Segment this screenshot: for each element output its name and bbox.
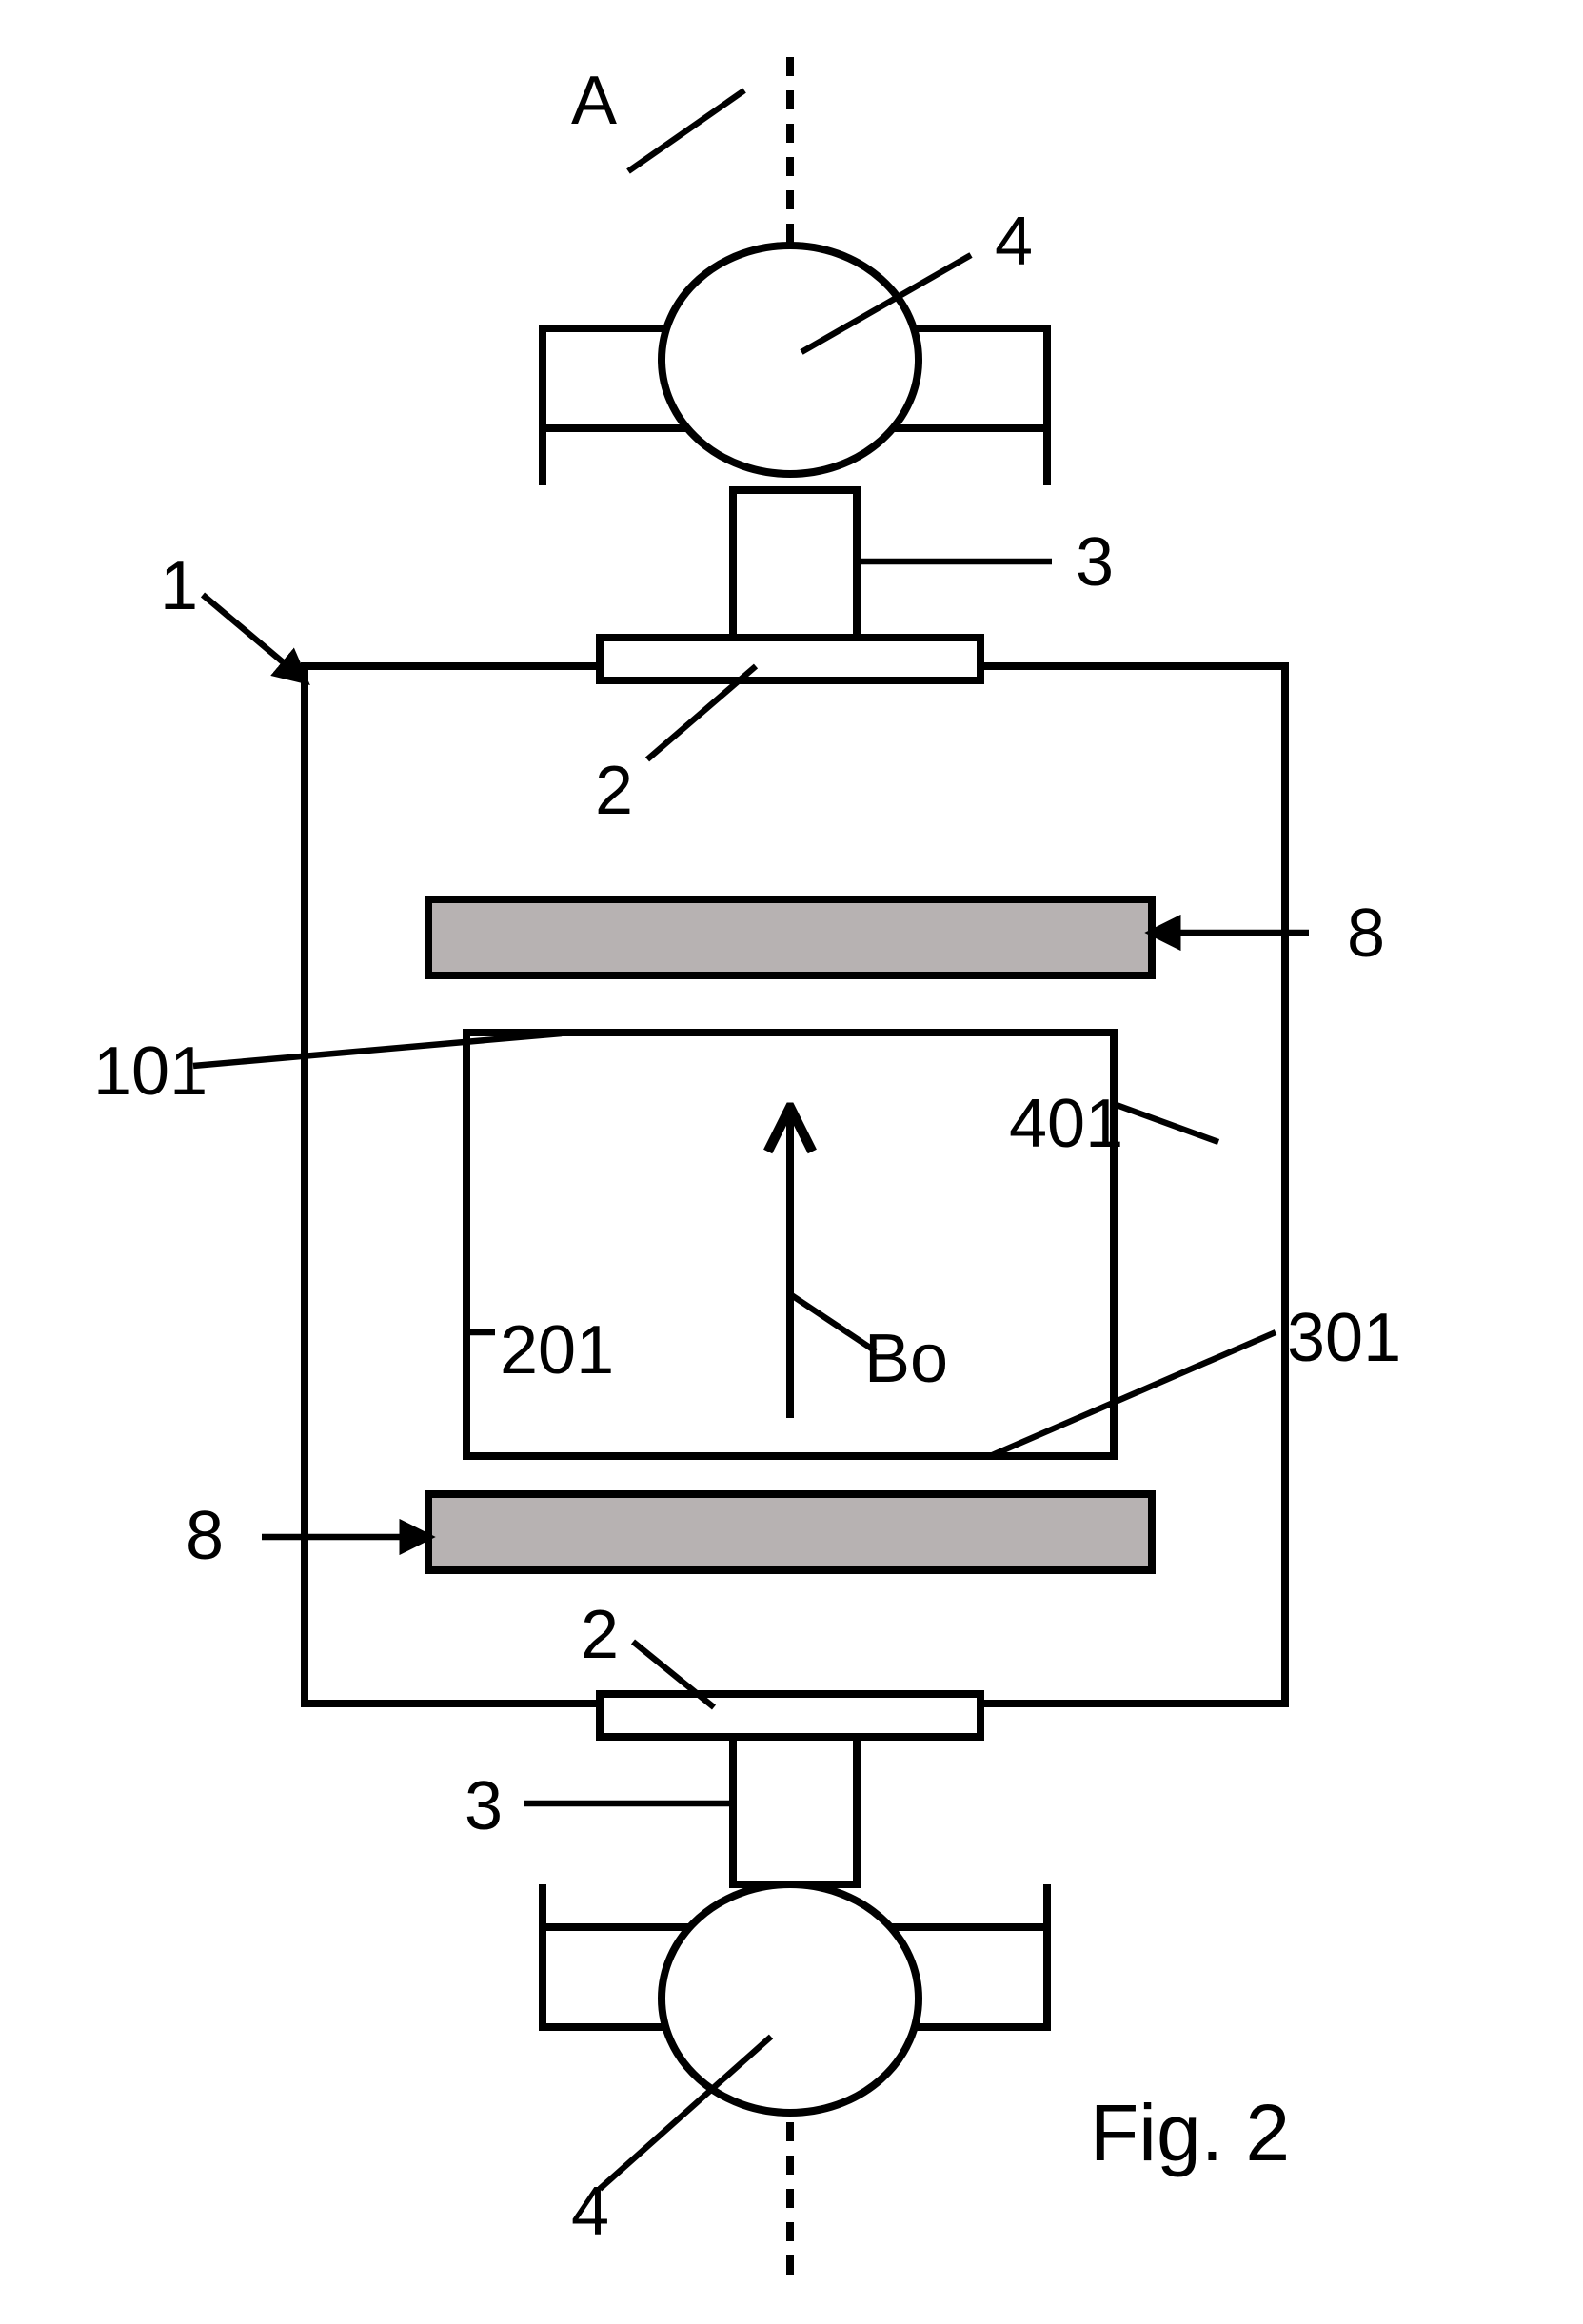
label-3-bottom: 3 [465, 1768, 503, 1844]
label-401: 401 [1009, 1086, 1123, 1162]
component-8-top [428, 899, 1152, 975]
component-4-top [662, 246, 919, 474]
label-4-top: 4 [995, 204, 1033, 280]
component-3-top [733, 490, 857, 638]
component-4-bottom [662, 1884, 919, 2113]
label-bo: Bo [864, 1321, 948, 1397]
label-301: 301 [1287, 1300, 1401, 1376]
bottom-flange [600, 1694, 980, 1737]
label-4-bottom: 4 [571, 2174, 609, 2250]
label-2-bottom: 2 [581, 1597, 619, 1673]
figure-2-diagram: A 4 3 1 2 8 101 401 201 Bo 301 8 2 3 4 Fig. 2 [0, 0, 1583, 2324]
label-8-right: 8 [1347, 896, 1385, 972]
label-a: A [571, 63, 617, 139]
figure-caption: Fig. 2 [1090, 2088, 1290, 2177]
label-101: 101 [93, 1034, 208, 1110]
leader-1 [203, 595, 305, 680]
label-201: 201 [500, 1312, 614, 1388]
label-3-top: 3 [1076, 524, 1114, 601]
label-8-left: 8 [186, 1498, 224, 1574]
leader-a [628, 90, 744, 171]
top-flange [600, 638, 980, 680]
component-8-bottom [428, 1494, 1152, 1570]
component-3-bottom [733, 1737, 857, 1884]
label-2-top: 2 [595, 753, 633, 829]
label-1: 1 [160, 548, 198, 624]
